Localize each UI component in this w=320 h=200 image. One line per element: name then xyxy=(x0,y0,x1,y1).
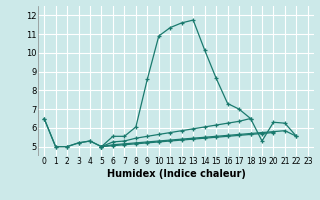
X-axis label: Humidex (Indice chaleur): Humidex (Indice chaleur) xyxy=(107,169,245,179)
